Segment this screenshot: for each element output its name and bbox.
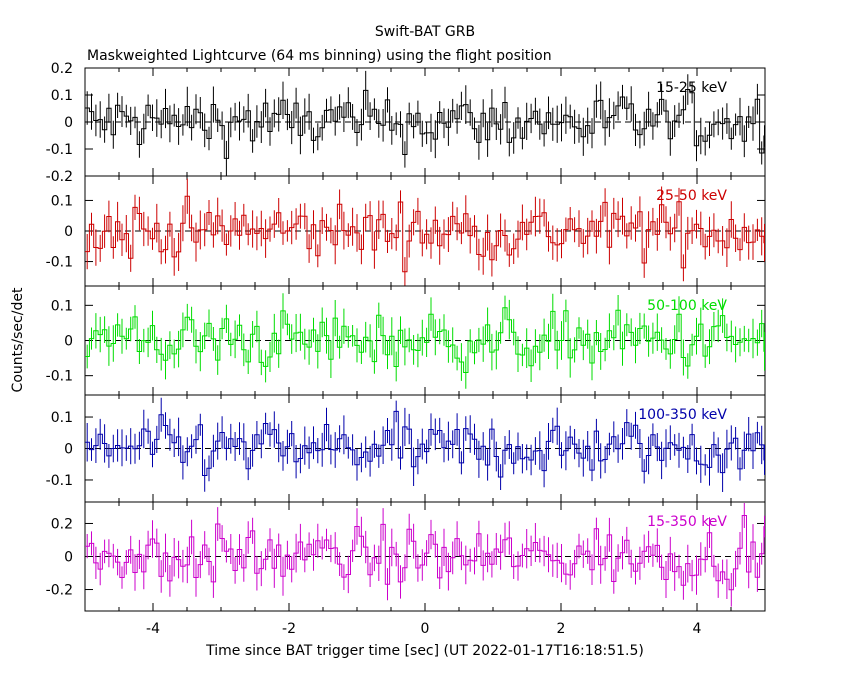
y-tick-label: 0 <box>64 224 73 240</box>
series-line <box>85 307 765 373</box>
y-tick-label: 0 <box>64 115 73 131</box>
panel-3: -0.1 0 0.1 50-100 keV <box>46 285 766 396</box>
y-tick-label: 0.1 <box>51 88 73 104</box>
y-tick-label: -0.2 <box>46 583 73 599</box>
y-tick-label: -0.1 <box>46 255 73 271</box>
y-tick-label: 0.2 <box>51 516 73 532</box>
trace-group <box>85 503 765 607</box>
series-line <box>85 410 765 478</box>
trace-group <box>85 293 765 389</box>
series-label: 15-25 keV <box>656 80 727 96</box>
x-tick-label: 4 <box>693 621 702 637</box>
series-label: 50-100 keV <box>647 298 727 314</box>
series-line <box>85 89 765 159</box>
y-tick-label: 0 <box>64 334 73 350</box>
x-tick-label: 2 <box>557 621 566 637</box>
panel-2: -0.1 0 0.1 25-50 keV <box>46 175 766 287</box>
chart-subtitle: Maskweighted Lightcurve (64 ms binning) … <box>87 48 552 64</box>
series-line <box>85 515 765 591</box>
series-label: 100-350 keV <box>638 407 727 423</box>
y-tick-label: 0.1 <box>51 298 73 314</box>
y-axis-label: Counts/sec/det <box>10 287 26 392</box>
x-axis-label: Time since BAT trigger time [sec] (UT 20… <box>205 643 644 659</box>
panel-1: -0.2 -0.1 0 0.1 0.2 15-25 keV <box>46 61 766 185</box>
trace-group <box>85 70 765 176</box>
y-tick-label: -0.1 <box>46 369 73 385</box>
x-tick-label: -4 <box>146 621 160 637</box>
y-tick-label: 0 <box>64 442 73 458</box>
y-tick-label: -0.1 <box>46 142 73 158</box>
x-tick-label: 0 <box>421 621 430 637</box>
trace-group <box>85 397 765 492</box>
panels: -0.2 -0.1 0 0.1 0.2 15-25 keV -0.1 0 0.1 25-50 ke… <box>46 61 766 637</box>
y-tick-label: -0.1 <box>46 473 73 489</box>
y-tick-label: 0 <box>64 550 73 566</box>
y-tick-label: 0.1 <box>51 410 73 426</box>
series-label: 15-350 keV <box>647 514 727 530</box>
y-tick-label: 0.2 <box>51 61 73 77</box>
x-tick-label: -2 <box>282 621 296 637</box>
panel-5: -0.2 0 0.2 15-350 keV <box>46 501 766 612</box>
series-label: 25-50 keV <box>656 188 727 204</box>
trace-group <box>85 178 765 286</box>
y-tick-label: -0.2 <box>46 169 73 185</box>
chart-title: Swift-BAT GRB <box>375 24 475 40</box>
panel-4: -0.1 0 0.1 100-350 keV <box>46 394 766 503</box>
series-line <box>85 195 765 273</box>
y-tick-label: 0.1 <box>51 193 73 209</box>
